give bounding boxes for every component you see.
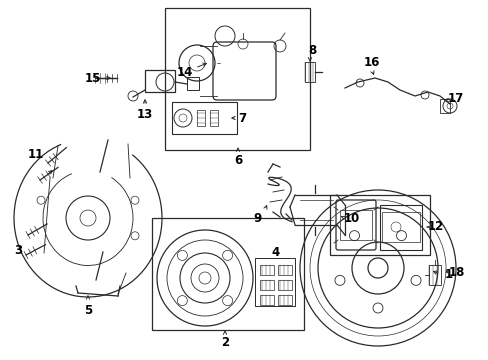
Text: 16: 16: [363, 55, 379, 68]
Text: 2: 2: [221, 336, 228, 348]
Bar: [254, 258, 294, 306]
Bar: [305, 62, 314, 82]
Text: 15: 15: [84, 72, 101, 85]
Text: 9: 9: [253, 211, 262, 225]
Bar: [439, 99, 449, 113]
Text: 1: 1: [444, 267, 452, 280]
Bar: [209, 110, 218, 126]
Text: 10: 10: [343, 211, 359, 225]
Text: 12: 12: [427, 220, 443, 234]
Bar: [379, 205, 421, 250]
Bar: [186, 77, 199, 90]
Bar: [152, 218, 304, 330]
Bar: [278, 265, 291, 275]
Bar: [260, 265, 273, 275]
Bar: [278, 295, 291, 305]
Bar: [260, 295, 273, 305]
Text: 17: 17: [447, 91, 463, 104]
Bar: [145, 70, 175, 92]
Bar: [428, 265, 440, 285]
Bar: [339, 210, 371, 240]
Text: 5: 5: [84, 303, 92, 316]
Text: 6: 6: [233, 153, 242, 166]
Text: 4: 4: [271, 246, 280, 258]
Text: 11: 11: [28, 148, 44, 162]
Text: 18: 18: [448, 266, 464, 279]
Bar: [197, 110, 204, 126]
Bar: [329, 195, 429, 255]
Text: 7: 7: [238, 112, 245, 125]
Text: 3: 3: [14, 243, 22, 256]
Bar: [172, 102, 237, 134]
Bar: [260, 280, 273, 290]
Text: 8: 8: [307, 44, 315, 57]
Text: 14: 14: [177, 66, 193, 78]
Bar: [278, 280, 291, 290]
Bar: [381, 212, 419, 242]
Text: 13: 13: [137, 108, 153, 121]
Bar: [164, 8, 309, 150]
